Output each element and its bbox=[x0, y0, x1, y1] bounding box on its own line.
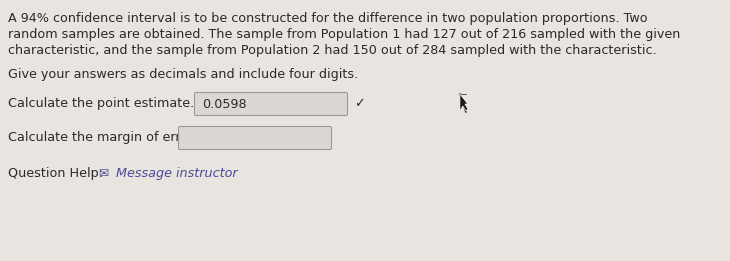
Text: random samples are obtained. The sample from Population 1 had 127 out of 216 sam: random samples are obtained. The sample … bbox=[8, 28, 680, 41]
Text: characteristic, and the sample from Population 2 had 150 out of 284 sampled with: characteristic, and the sample from Popu… bbox=[8, 44, 656, 57]
Text: Give your answers as decimals and include four digits.: Give your answers as decimals and includ… bbox=[8, 68, 358, 81]
Text: Calculate the margin of error.: Calculate the margin of error. bbox=[8, 132, 196, 145]
Polygon shape bbox=[460, 94, 468, 111]
Text: Message instructor: Message instructor bbox=[116, 168, 238, 181]
Text: Calculate the point estimate.: Calculate the point estimate. bbox=[8, 98, 194, 110]
Text: Question Help:: Question Help: bbox=[8, 168, 103, 181]
Text: A 94% confidence interval is to be constructed for the difference in two populat: A 94% confidence interval is to be const… bbox=[8, 12, 648, 25]
Text: 0.0598: 0.0598 bbox=[202, 98, 247, 110]
Text: ✓: ✓ bbox=[354, 98, 364, 110]
Text: ✉: ✉ bbox=[98, 168, 108, 181]
FancyBboxPatch shape bbox=[194, 92, 347, 116]
FancyBboxPatch shape bbox=[179, 127, 331, 150]
